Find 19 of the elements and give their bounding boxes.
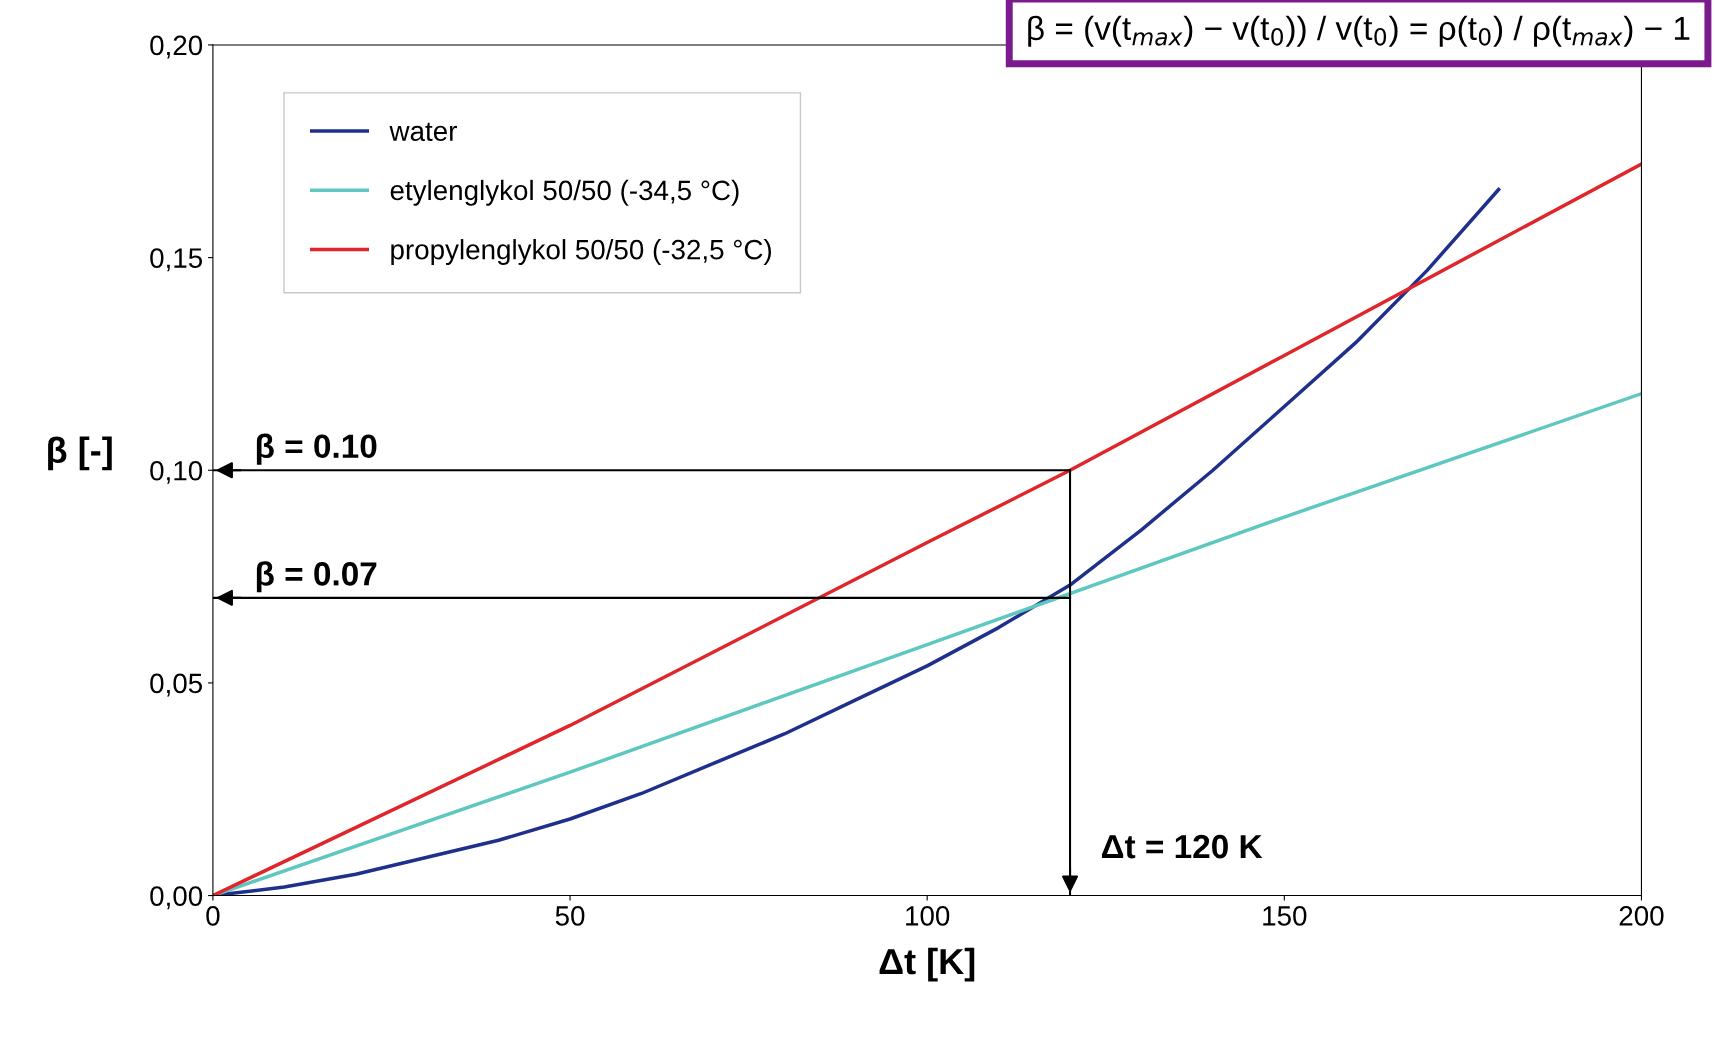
y-tick-label: 0,10 bbox=[150, 460, 203, 484]
y-tick-label: 0,15 bbox=[150, 248, 203, 272]
legend-label: propylenglykol 50/50 (-32,5 °C) bbox=[391, 239, 771, 265]
y-tick-label: 0,20 bbox=[150, 35, 203, 59]
x-tick-label: 150 bbox=[1263, 906, 1307, 926]
legend-label: water bbox=[389, 122, 457, 142]
text: β = (v(t$_{max}$) − v(t$_{0}$)) / v(t$_{0}$) = ρ(t$_{0}$) / ρ(t$_{max}$) − 1 bbox=[1028, 15, 1690, 47]
ref-line-label: β = 0.07 bbox=[256, 561, 377, 593]
ref-line-label: β = 0.10 bbox=[256, 433, 377, 465]
y-axis-title: β [-] bbox=[48, 436, 112, 471]
y-tick-label: 0,05 bbox=[150, 673, 203, 697]
legend-label: etylenglykol 50/50 (-34,5 °C) bbox=[390, 179, 739, 206]
x-axis-title: Δt [K] bbox=[879, 947, 975, 982]
y-tick-label: 0,00 bbox=[150, 886, 203, 910]
x-tick-label: 50 bbox=[555, 906, 585, 926]
x-tick-label: 0 bbox=[206, 906, 220, 926]
x-tick-label: 100 bbox=[906, 906, 950, 926]
x-tick-label: 200 bbox=[1619, 906, 1664, 926]
ref-line-label: Δt = 120 K bbox=[1101, 834, 1263, 859]
